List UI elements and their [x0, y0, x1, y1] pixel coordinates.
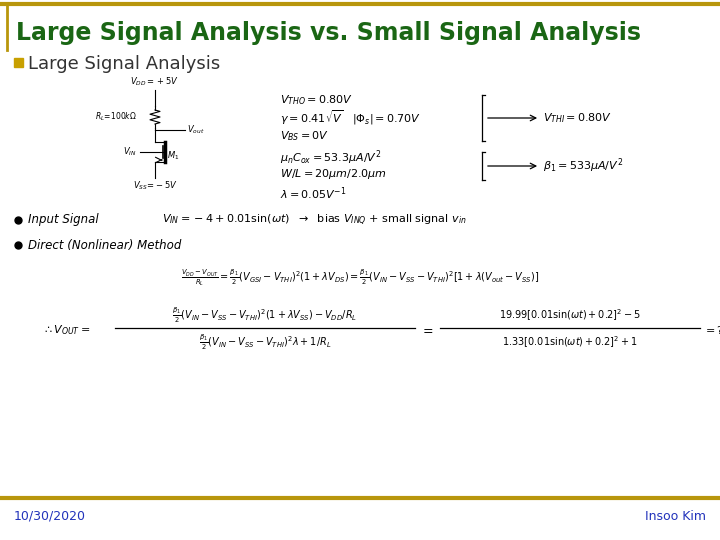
- Text: $1.33[0.01\sin(\omega t)+0.2]^2+1$: $1.33[0.01\sin(\omega t)+0.2]^2+1$: [503, 334, 638, 350]
- Text: $= ?$: $= ?$: [703, 324, 720, 336]
- Text: Large Signal Analysis vs. Small Signal Analysis: Large Signal Analysis vs. Small Signal A…: [16, 21, 641, 45]
- Text: $\lambda = 0.05V^{-1}$: $\lambda = 0.05V^{-1}$: [280, 186, 346, 202]
- Text: $\frac{\beta_1}{2}(V_{IN}-V_{SS}-V_{THI})^2(1+\lambda V_{SS})-V_{DD}/R_L$: $\frac{\beta_1}{2}(V_{IN}-V_{SS}-V_{THI}…: [172, 305, 358, 325]
- Text: $V_{DD}=+5V$: $V_{DD}=+5V$: [130, 76, 179, 88]
- Text: $V_{out}$: $V_{out}$: [187, 124, 204, 136]
- Text: $\beta_1 = 533\mu A/V^2$: $\beta_1 = 533\mu A/V^2$: [543, 157, 624, 176]
- Text: $V_{IN}$: $V_{IN}$: [123, 146, 137, 158]
- Text: Large Signal Analysis: Large Signal Analysis: [28, 55, 220, 73]
- Text: $V_{THO} = 0.80V$: $V_{THO} = 0.80V$: [280, 93, 353, 107]
- Text: $V_{IN} = -4 + 0.01\sin(\omega t)$  $\rightarrow$  bias $V_{INQ}$ + small signal: $V_{IN} = -4 + 0.01\sin(\omega t)$ $\rig…: [162, 212, 467, 227]
- Bar: [14, 58, 23, 67]
- Text: $\therefore V_{OUT} = $: $\therefore V_{OUT} = $: [42, 323, 90, 337]
- Text: Input Signal: Input Signal: [28, 213, 99, 226]
- Text: $V_{SS}\!=\!-5V$: $V_{SS}\!=\!-5V$: [132, 180, 177, 192]
- Text: $\frac{V_{DD}-V_{OUT}}{R_L}=\frac{\beta_1}{2}(V_{GSI}-V_{THI})^2(1+\lambda V_{DS: $\frac{V_{DD}-V_{OUT}}{R_L}=\frac{\beta_…: [181, 267, 539, 288]
- Text: $M_1$: $M_1$: [167, 150, 179, 162]
- Text: $=$: $=$: [420, 323, 433, 336]
- Text: $\mu_n C_{ox} = 53.3\mu A/V^2$: $\mu_n C_{ox} = 53.3\mu A/V^2$: [280, 148, 382, 167]
- Text: Insoo Kim: Insoo Kim: [645, 510, 706, 523]
- Text: $\gamma = 0.41\sqrt{V}$   $|\Phi_s| = 0.70V$: $\gamma = 0.41\sqrt{V}$ $|\Phi_s| = 0.70…: [280, 109, 420, 127]
- Text: 10/30/2020: 10/30/2020: [14, 510, 86, 523]
- Text: Direct (Nonlinear) Method: Direct (Nonlinear) Method: [28, 239, 181, 252]
- Text: $\frac{\beta_1}{2}(V_{IN}-V_{SS}-V_{THI})^2\lambda+1/R_L$: $\frac{\beta_1}{2}(V_{IN}-V_{SS}-V_{THI}…: [199, 332, 331, 352]
- Text: $W/L = 20\mu m/2.0\mu m$: $W/L = 20\mu m/2.0\mu m$: [280, 167, 387, 181]
- Text: $V_{THI} = 0.80V$: $V_{THI} = 0.80V$: [543, 111, 612, 125]
- Text: $V_{BS} = 0V$: $V_{BS} = 0V$: [280, 129, 329, 143]
- Text: $19.99[0.01\sin(\omega t)+0.2]^2-5$: $19.99[0.01\sin(\omega t)+0.2]^2-5$: [499, 307, 641, 323]
- Text: $R_L\!=\!100k\Omega$: $R_L\!=\!100k\Omega$: [95, 111, 137, 123]
